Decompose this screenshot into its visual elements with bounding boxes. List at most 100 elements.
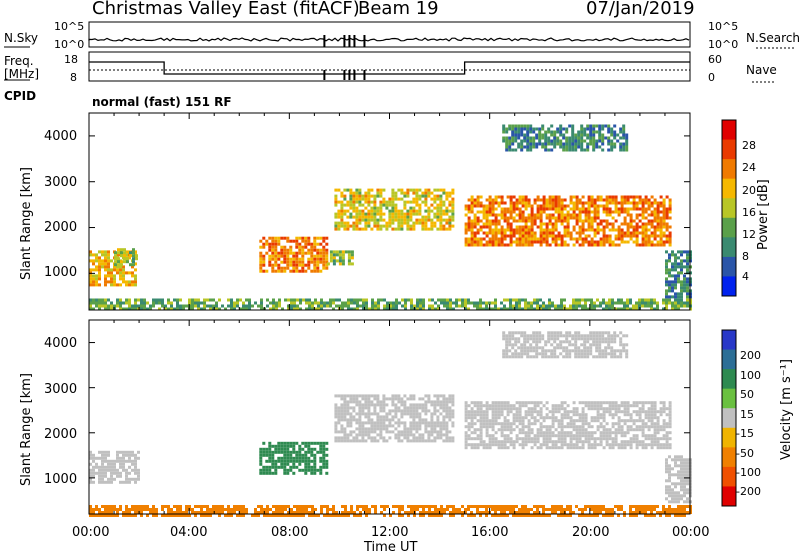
echo-cell (641, 237, 645, 241)
echo-cell (415, 403, 419, 407)
echo-cell (445, 221, 449, 225)
echo-cell (620, 234, 624, 238)
echo-cell (412, 197, 416, 201)
echo-cell (515, 201, 519, 205)
echo-cell (568, 334, 572, 338)
echo-cell (89, 274, 92, 278)
echo-cell (568, 136, 572, 140)
echo-cell (514, 331, 518, 335)
echo-cell (110, 514, 113, 517)
echo-cell (107, 465, 110, 469)
echo-cell (482, 416, 486, 420)
echo-cell (272, 301, 275, 305)
echo-cell (431, 304, 434, 308)
echo-cell (686, 268, 689, 272)
echo-cell (413, 304, 416, 308)
echo-cell (523, 133, 527, 137)
echo-cell (473, 437, 477, 441)
echo-cell (116, 468, 119, 472)
echo-cell (523, 136, 527, 140)
echo-cell (656, 307, 659, 311)
echo-cell (515, 225, 519, 229)
echo-cell (114, 260, 117, 264)
echo-cell (571, 136, 575, 140)
echo-cell (289, 263, 293, 267)
echo-cell (623, 219, 627, 223)
echo-cell (164, 505, 167, 508)
echo-cell (512, 446, 516, 450)
echo-cell (317, 301, 320, 305)
echo-cell (659, 201, 663, 205)
echo-cell (524, 425, 528, 429)
echo-cell (598, 355, 602, 359)
echo-cell (536, 225, 540, 229)
echo-cell (647, 201, 651, 205)
echo-cell (617, 237, 621, 241)
echo-cell (515, 410, 519, 414)
echo-cell (586, 334, 590, 338)
echo-cell (572, 307, 575, 311)
echo-cell (623, 301, 626, 305)
echo-cell (305, 511, 308, 514)
echo-cell (476, 204, 480, 208)
echo-cell (367, 203, 371, 207)
echo-cell (677, 256, 680, 260)
echo-cell (319, 456, 323, 460)
echo-cell (563, 231, 567, 235)
echo-cell (95, 253, 98, 257)
echo-cell (608, 237, 612, 241)
echo-cell (568, 355, 572, 359)
echo-cell (518, 307, 521, 311)
echo-cell (674, 500, 677, 504)
echo-cell (494, 410, 498, 414)
echo-cell (236, 505, 239, 508)
echo-cell (641, 298, 644, 302)
echo-cell (653, 301, 656, 305)
echo-cell (385, 397, 389, 401)
echo-cell (295, 465, 299, 469)
echo-cell (512, 307, 515, 311)
echo-cell (527, 234, 531, 238)
echo-cell (125, 459, 128, 463)
echo-cell (596, 222, 600, 226)
echo-cell (512, 505, 515, 508)
echo-cell (590, 243, 594, 247)
echo-cell (596, 204, 600, 208)
echo-cell (262, 245, 266, 249)
echo-cell (89, 456, 92, 460)
echo-cell (560, 234, 564, 238)
echo-cell (542, 304, 545, 308)
echo-cell (647, 234, 651, 238)
echo-cell (619, 331, 623, 335)
echo-cell (149, 304, 152, 308)
echo-cell (517, 340, 521, 344)
echo-cell (599, 422, 603, 426)
echo-cell (470, 514, 473, 517)
echo-cell (644, 228, 648, 232)
echo-cell (395, 307, 398, 311)
echo-cell (674, 461, 677, 465)
echo-cell (262, 450, 266, 454)
echo-cell (110, 271, 113, 275)
echo-cell (494, 234, 498, 238)
echo-cell (623, 240, 627, 244)
echo-cell (488, 419, 492, 423)
echo-cell (322, 462, 326, 466)
echo-cell (553, 346, 557, 350)
echo-cell (668, 283, 671, 287)
echo-cell (680, 488, 683, 492)
echo-cell (503, 404, 507, 408)
echo-cell (274, 269, 278, 273)
echo-cell (671, 467, 674, 471)
echo-cell (116, 298, 119, 302)
echo-cell (464, 222, 468, 226)
echo-cell (479, 219, 483, 223)
echo-cell (110, 462, 113, 466)
echo-cell (400, 415, 404, 419)
echo-cell (583, 340, 587, 344)
echo-cell (571, 127, 575, 131)
echo-cell (536, 213, 540, 217)
echo-cell (656, 240, 660, 244)
echo-cell (403, 409, 407, 413)
